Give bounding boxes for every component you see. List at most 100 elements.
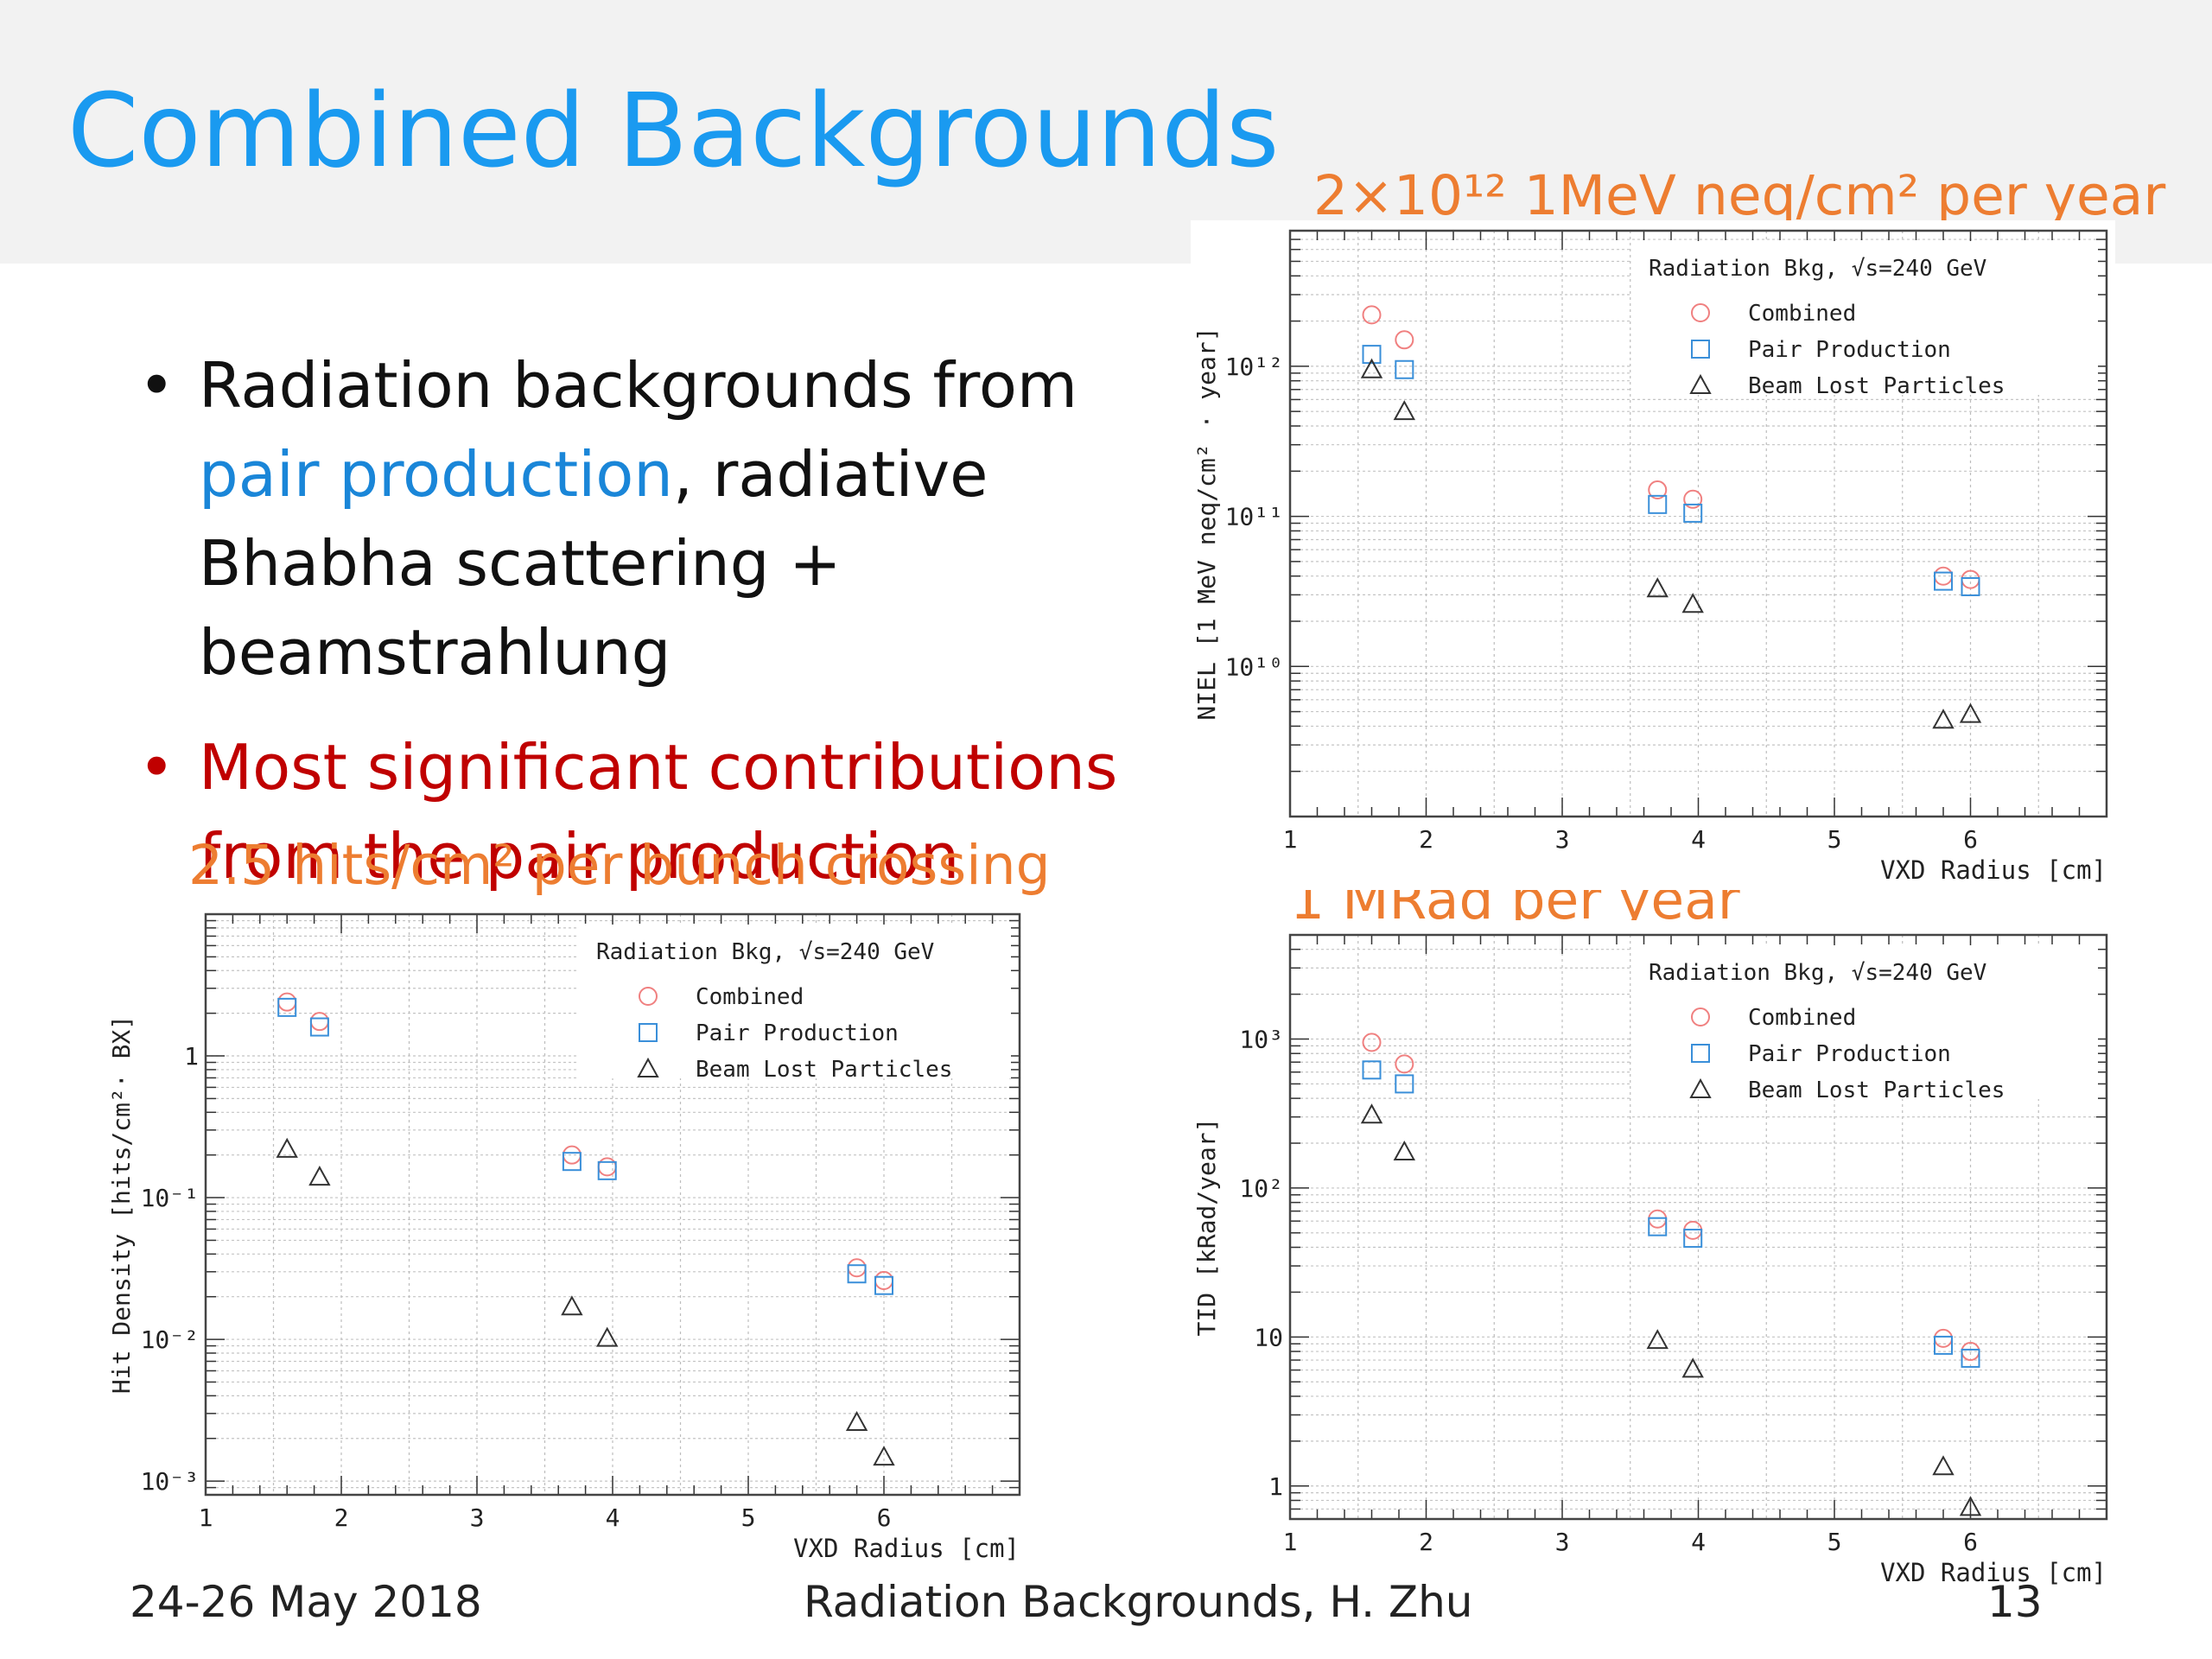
bullet-radiation-sources: Radiation backgrounds from pair producti… [138,341,1201,697]
data-point-square [847,1264,867,1284]
legend-marker-circle [1691,303,1710,322]
data-point-triangle [561,1295,583,1316]
x-tick-label: 3 [470,1503,485,1532]
data-point-triangle [1360,1103,1383,1124]
y-tick-label: 10⁻² [141,1325,199,1354]
data-point-square [1395,359,1414,379]
legend-marker-triangle [1689,1077,1712,1098]
data-point-circle [1362,1033,1382,1052]
x-tick-label: 4 [1691,825,1706,854]
y-tick-label: 10² [1239,1174,1283,1203]
legend-entry-label: Combined [1748,1005,1856,1031]
data-point-circle [597,1157,617,1177]
data-point-square [1362,345,1382,365]
slide-title: Combined Backgrounds [67,71,1280,190]
data-point-triangle [1959,702,1982,723]
data-point-triangle [596,1326,619,1347]
y-tick-label: 10 [1254,1323,1283,1351]
x-axis-label: VXD Radius [cm] [1880,1558,2107,1587]
data-point-circle [309,1012,329,1032]
x-tick-label: 5 [741,1503,756,1532]
legend-marker-square [1691,340,1710,359]
x-tick-label: 6 [877,1503,892,1532]
legend-marker-square [1691,1044,1710,1063]
legend-background [579,925,1011,1078]
legend-marker-circle [1691,1007,1710,1027]
data-point-circle [1961,569,1980,589]
x-tick-label: 3 [1555,1528,1570,1556]
data-point-triangle [1932,1455,1955,1476]
x-tick-label: 1 [1283,1528,1298,1556]
legend-background [1631,241,2098,395]
hit-density-chart: 1 2 3 4 5 6 10⁻³ 10⁻² 10⁻¹ 1 VXD Radius [cm] Hit De… [104,899,1037,1581]
x-tick-label: 2 [1419,825,1433,854]
x-tick-label: 2 [334,1503,349,1532]
legend-entry-label: Pair Production [1748,337,1951,363]
annotation-hit-density: 2.5 hits/cm² per bunch crossing [188,834,1051,897]
legend: Radiation Bkg, √s=240 GeV Combined Pair Pr… [1631,241,2098,399]
data-point-square [597,1160,617,1180]
legend-entry-label: Beam Lost Particles [1748,373,2005,399]
data-point-square [1961,1348,1980,1368]
data-point-triangle [1646,1329,1669,1350]
legend-title: Radiation Bkg, √s=240 GeV [1649,960,1986,986]
hit-density-plot: 1 2 3 4 5 6 10⁻³ 10⁻² 10⁻¹ 1 VXD Radius [cm] Hit De… [107,912,1021,1563]
y-axis-label: TID [kRad/year] [1192,1118,1221,1337]
data-point-circle [847,1258,867,1278]
data-point-triangle [1393,400,1415,421]
data-point-triangle [1681,1357,1704,1378]
x-tick-label: 6 [1963,1528,1978,1556]
data-point-triangle [1959,1496,1982,1516]
x-tick-label: 3 [1555,825,1570,854]
data-point-square [1362,1060,1382,1080]
y-tick-label: 1 [1268,1472,1283,1501]
footer-page-number: 13 [1987,1577,2043,1627]
legend: Radiation Bkg, √s=240 GeV Combined Pair Pr… [1631,945,2098,1103]
legend-marker-circle [639,987,658,1006]
y-axis-label: NIEL [1 MeV neq/cm² · year] [1192,327,1221,720]
data-point-triangle [308,1166,331,1186]
grid [1289,934,2107,1520]
legend-background [1631,945,2098,1099]
annotation-niel: 2×10¹² 1MeV neq/cm² per year [1313,164,2166,227]
x-axis-label: VXD Radius [cm] [1880,855,2107,885]
y-tick-label: 1 [184,1042,199,1071]
legend-entry-label: Combined [696,984,804,1010]
bullet-text-part: Radiation backgrounds from [199,349,1077,422]
x-tick-label: 5 [1827,825,1842,854]
data-point-circle [1934,1328,1953,1348]
y-tick-label: 10⁻¹ [141,1184,199,1212]
bullet-main-contribution: Most significant contributions from the … [138,723,1201,901]
bullet-list: Radiation backgrounds from pair producti… [138,341,1201,927]
legend-title: Radiation Bkg, √s=240 GeV [1649,256,1986,282]
data-point-square [309,1017,329,1037]
data-point-triangle [1393,1140,1415,1161]
data-point-square [1683,1229,1703,1249]
data-point-triangle [1932,709,1955,729]
legend-marker-square [639,1023,658,1042]
data-point-circle [1395,1054,1414,1074]
x-tick-label: 5 [1827,1528,1842,1556]
legend-entry-label: Beam Lost Particles [1748,1077,2005,1103]
x-tick-label: 1 [1283,825,1298,854]
y-tick-label: 10³ [1239,1026,1283,1054]
legend-entry-label: Pair Production [696,1020,899,1046]
data-point-square [874,1275,893,1295]
data-point-circle [277,992,297,1012]
plot-frame [1288,229,2108,818]
y-axis-label: Hit Density [hits/cm²· BX] [107,1015,136,1394]
data-point-triangle [845,1410,868,1432]
legend: Radiation Bkg, √s=240 GeV Combined Pair Pr… [579,925,1011,1083]
legend-entry-label: Combined [1748,301,1856,327]
data-point-square [1934,571,1953,591]
footer-center: Radiation Backgrounds, H. Zhu [804,1577,1473,1627]
niel-chart: 1 2 3 4 5 6 10¹⁰ 10¹¹ 10¹² VXD Radius [cm] NIEL [1… [1191,220,2115,890]
data-point-circle [874,1271,893,1291]
x-tick-label: 4 [606,1503,620,1532]
x-tick-label: 1 [199,1503,213,1532]
y-tick-label: 10¹² [1225,353,1283,381]
bullet-text-part: , radiative Bhabha scattering + beamstra… [199,438,988,689]
legend-marker-triangle [1689,373,1712,394]
niel-plot: 1 2 3 4 5 6 10¹⁰ 10¹¹ 10¹² VXD Radius [cm] NIEL [1… [1192,229,2108,885]
data-point-triangle [1681,593,1704,613]
